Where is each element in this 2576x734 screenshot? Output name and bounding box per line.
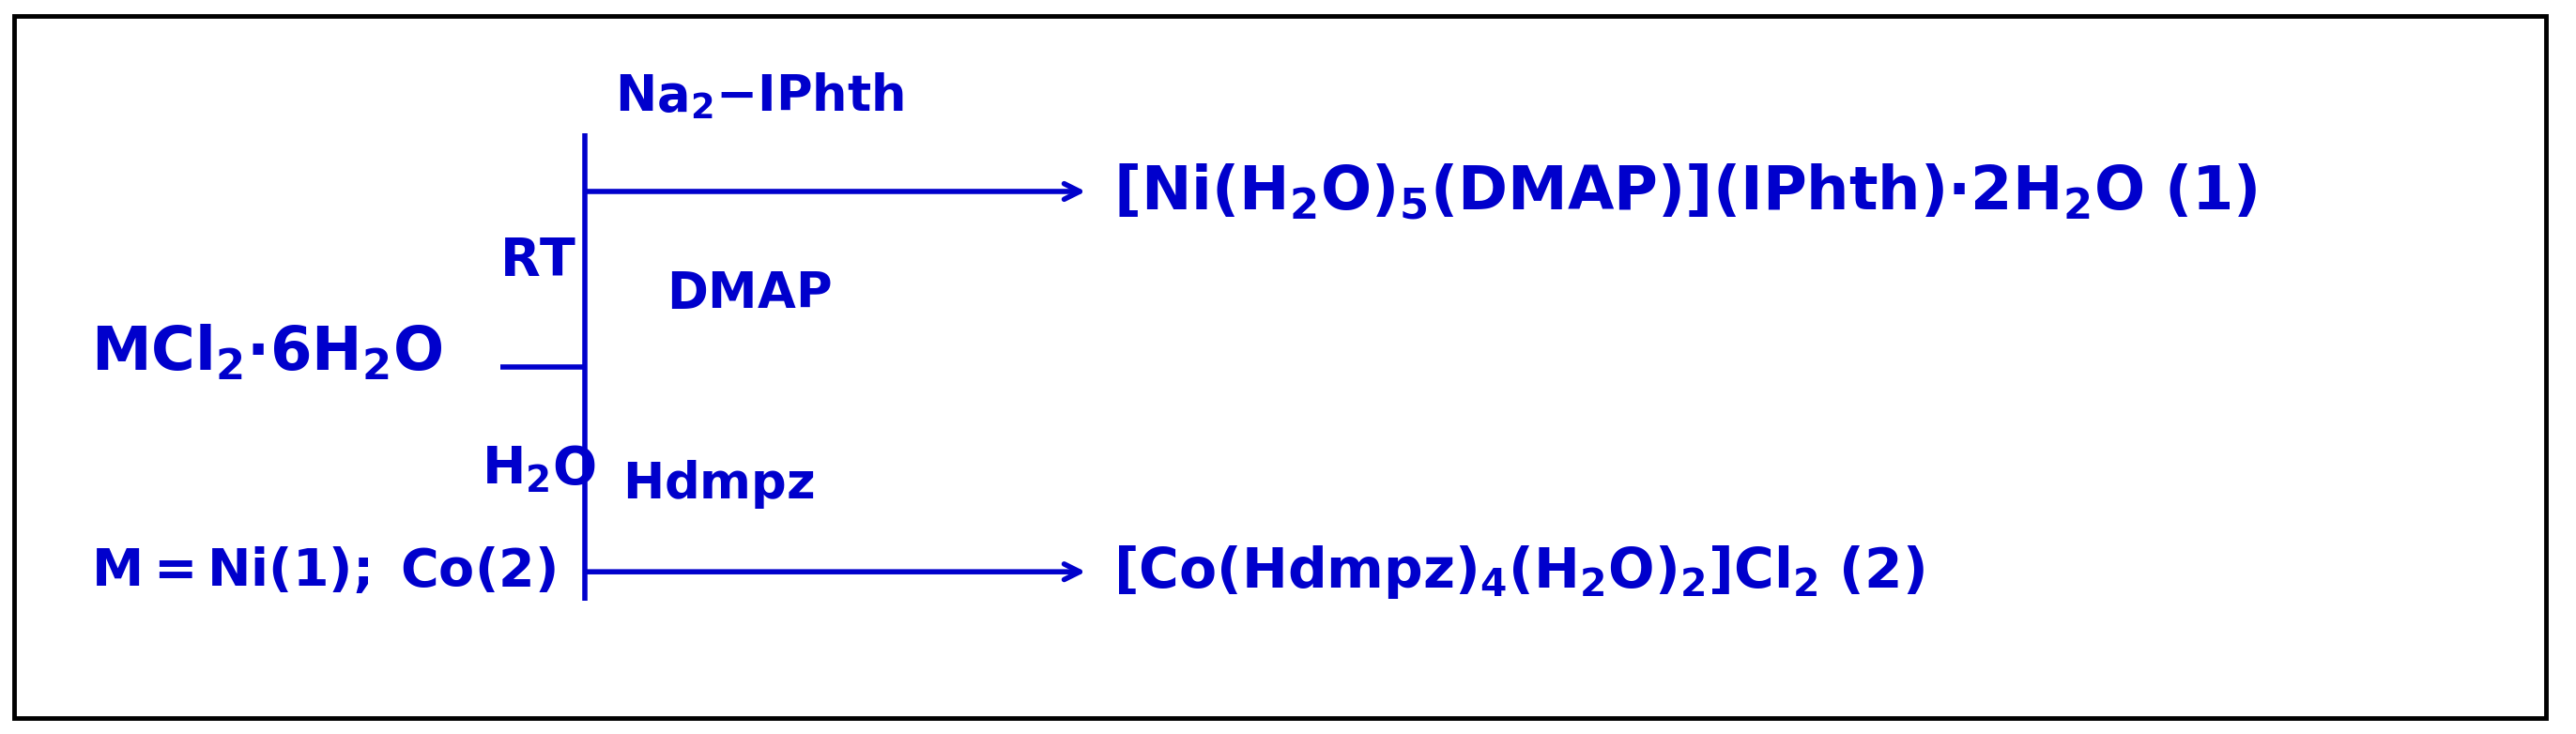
Text: $\mathbf{RT}$: $\mathbf{RT}$	[500, 236, 577, 286]
Text: $\mathbf{DMAP}$: $\mathbf{DMAP}$	[667, 269, 832, 319]
Text: $\mathbf{[Co(Hdmpz)_4(H_2O)_2]Cl_2\ (2)}$: $\mathbf{[Co(Hdmpz)_4(H_2O)_2]Cl_2\ (2)}…	[1113, 543, 1924, 600]
Text: $\mathbf{MCl_2{\cdot}6H_2O}$: $\mathbf{MCl_2{\cdot}6H_2O}$	[90, 322, 443, 382]
Text: $\mathbf{[Ni(H_2O)_5(DMAP)](IPhth){\cdot}2H_2O\ (1)}$: $\mathbf{[Ni(H_2O)_5(DMAP)](IPhth){\cdot…	[1113, 161, 2257, 222]
Text: $\mathbf{H_2O}$: $\mathbf{H_2O}$	[482, 444, 595, 495]
Text: $\mathbf{Hdmpz}$: $\mathbf{Hdmpz}$	[623, 458, 814, 510]
Text: $\mathbf{M = Ni(1);\ Co(2)}$: $\mathbf{M = Ni(1);\ Co(2)}$	[90, 546, 556, 597]
Text: $\mathbf{Na_2\mathbf{-IPhth}}$: $\mathbf{Na_2\mathbf{-IPhth}}$	[616, 71, 904, 122]
